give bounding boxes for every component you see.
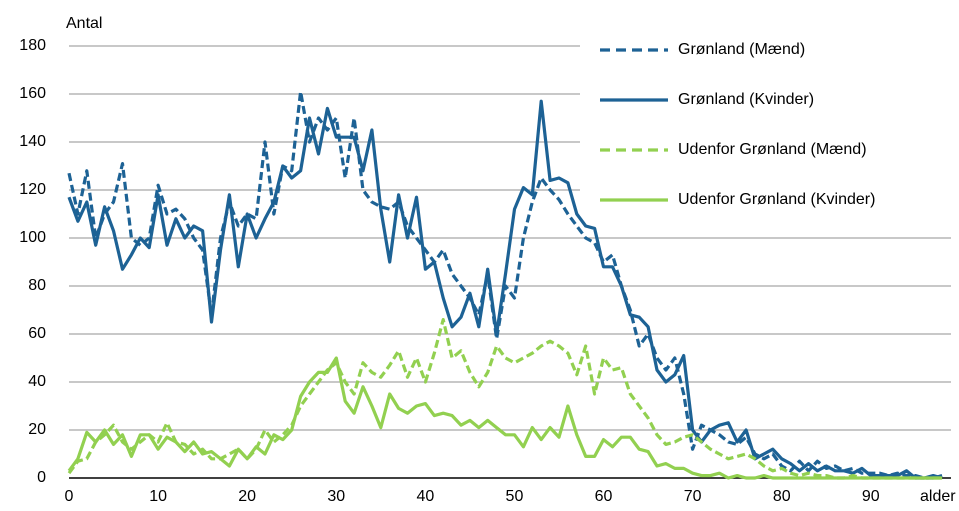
x-tick-label: 60 bbox=[595, 488, 613, 505]
x-tick-label: 0 bbox=[65, 488, 74, 505]
legend-label: Udenfor Grønland (Kvinder) bbox=[678, 191, 875, 208]
legend-label: Udenfor Grønland (Mænd) bbox=[678, 141, 867, 158]
x-axis-label: alder bbox=[920, 488, 956, 505]
y-tick-label: 60 bbox=[28, 325, 46, 342]
x-tick-label: 30 bbox=[327, 488, 345, 505]
y-axis-label: Antal bbox=[66, 15, 102, 32]
x-tick-label: 80 bbox=[773, 488, 791, 505]
y-tick-label: 0 bbox=[37, 469, 46, 486]
series-line bbox=[67, 356, 943, 480]
y-tick-label: 120 bbox=[19, 181, 46, 198]
x-tick-label: 40 bbox=[416, 488, 434, 505]
x-tick-label: 10 bbox=[149, 488, 167, 505]
series-line bbox=[67, 318, 943, 480]
y-tick-label: 180 bbox=[19, 37, 46, 54]
x-tick-label: 20 bbox=[238, 488, 256, 505]
y-tick-label: 20 bbox=[28, 421, 46, 438]
y-tick-label: 40 bbox=[28, 373, 46, 390]
y-tick-label: 140 bbox=[19, 133, 46, 150]
y-tick-label: 100 bbox=[19, 229, 46, 246]
legend-label: Grønland (Mænd) bbox=[678, 41, 805, 58]
legend-box bbox=[580, 30, 959, 220]
y-tick-label: 160 bbox=[19, 85, 46, 102]
x-tick-label: 70 bbox=[684, 488, 702, 505]
legend-label: Grønland (Kvinder) bbox=[678, 91, 814, 108]
series-line bbox=[67, 99, 943, 480]
y-tick-label: 80 bbox=[28, 277, 46, 294]
x-tick-label: 90 bbox=[862, 488, 880, 505]
x-tick-label: 50 bbox=[506, 488, 524, 505]
